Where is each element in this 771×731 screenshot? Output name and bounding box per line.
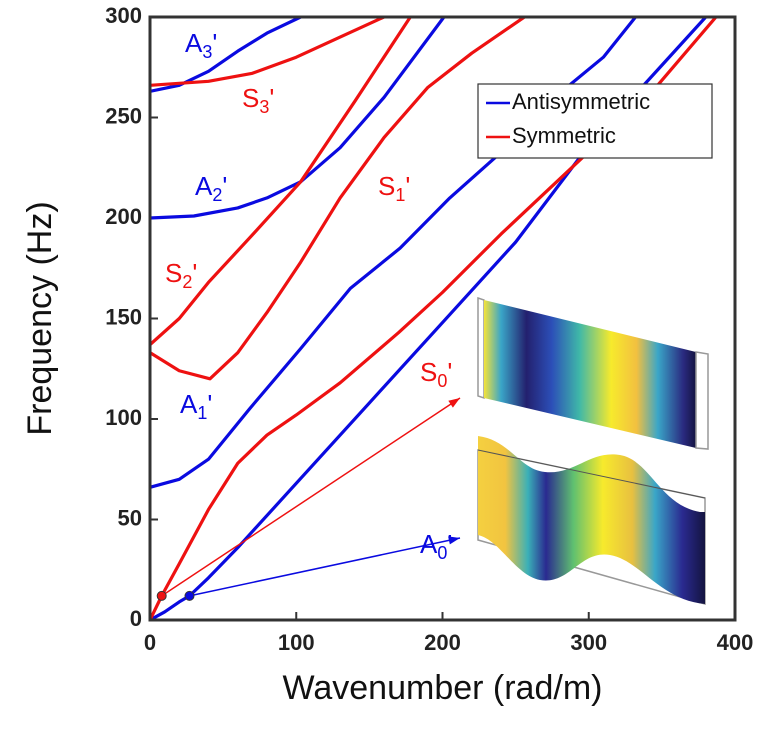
marker (156, 590, 167, 601)
mode-label: A3' (185, 28, 217, 62)
y-tick-label: 250 (105, 103, 142, 128)
legend-box (477, 83, 713, 159)
y-tick-label: 300 (105, 3, 142, 28)
mode-curve (150, 17, 385, 87)
arrow-line (189, 537, 461, 597)
y-tick-label: 200 (105, 204, 142, 229)
x-tick-label: 100 (278, 630, 315, 655)
x-tick-label: 300 (570, 630, 607, 655)
arrow-head (448, 398, 460, 408)
x-tick-label: 400 (717, 630, 754, 655)
arrow-head (448, 536, 460, 545)
mode-label: S2' (165, 258, 197, 292)
x-tick-label: 200 (424, 630, 461, 655)
mode-label: S3' (242, 83, 274, 117)
arrow-line (161, 397, 461, 597)
x-axis-label: Wavenumber (rad/m) (283, 669, 603, 707)
mode-label: A2' (195, 171, 227, 205)
mode-curve (150, 17, 718, 620)
y-tick-label: 0 (130, 606, 142, 631)
inset-images (477, 296, 709, 605)
y-tick-label: 150 (105, 304, 142, 329)
plot-frame (148, 15, 737, 622)
legend-label: Symmetric (512, 123, 616, 148)
marker (184, 590, 195, 601)
y-tick-label: 100 (105, 405, 142, 430)
mode-curve (150, 17, 526, 381)
mode-label: A1' (180, 389, 212, 423)
mode-curve (150, 17, 446, 220)
mode-curve (150, 17, 412, 346)
mode-label: S0' (420, 357, 452, 391)
x-tick-label: 0 (144, 630, 156, 655)
legend-label: Antisymmetric (512, 89, 650, 114)
y-axis-label: Frequency (Hz) (21, 201, 59, 435)
mode-curve (150, 17, 302, 93)
y-tick-label: 50 (118, 505, 142, 530)
mode-label: S1' (378, 171, 410, 205)
